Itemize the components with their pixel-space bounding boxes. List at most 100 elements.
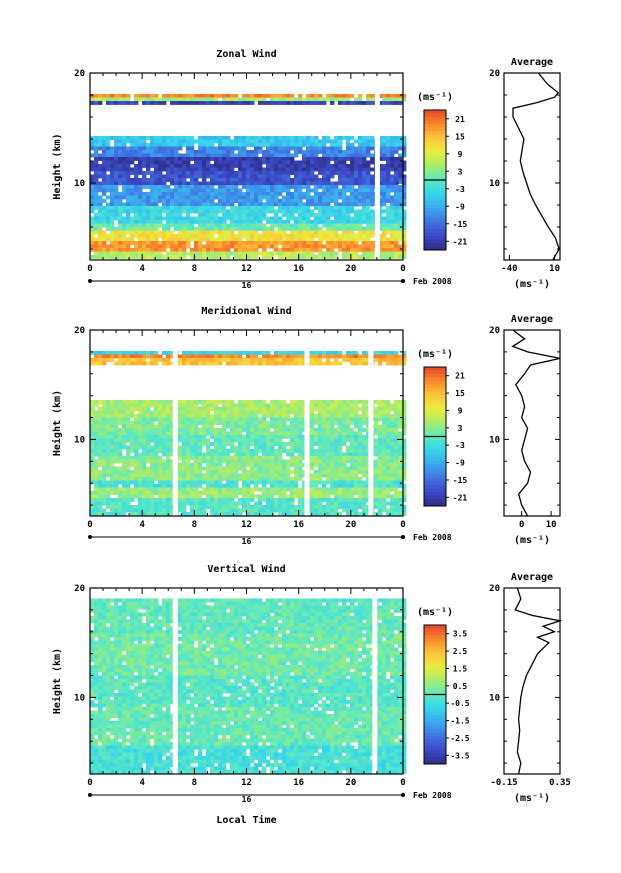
heatmap-cell (202, 466, 207, 471)
heatmap-cell (162, 97, 167, 102)
heatmap-cell (246, 178, 251, 182)
heatmap-cell (126, 407, 131, 411)
y-tick-label: 20 (74, 69, 85, 79)
heatmap-cell (346, 410, 351, 415)
heatmap-cell (214, 157, 219, 161)
heatmap-cell (182, 428, 187, 432)
heatmap-cell (286, 220, 291, 224)
heatmap-cell (150, 424, 155, 429)
heatmap-cell (314, 153, 319, 158)
heatmap-cell (366, 139, 371, 144)
heatmap-cell (118, 244, 123, 249)
heatmap-cell (358, 94, 363, 98)
heatmap-cell (118, 466, 123, 471)
heatmap-cell (234, 480, 239, 485)
heatmap-cell (242, 473, 247, 478)
heatmap-cell (402, 234, 407, 238)
heatmap-cell (266, 237, 271, 242)
heatmap-cell (366, 185, 371, 189)
heatmap-cell (106, 150, 111, 154)
heatmap-cell (294, 174, 299, 179)
heatmap-cell (194, 358, 199, 362)
heatmap-cell (386, 435, 391, 439)
heatmap-cell (378, 139, 383, 144)
heatmap-cell (230, 421, 235, 425)
heatmap-cell (378, 470, 383, 474)
heatmap-cell (386, 157, 391, 161)
heatmap-cell (94, 237, 99, 242)
heatmap-cell (326, 459, 331, 464)
heatmap-cell (310, 195, 315, 200)
heatmap-cell (146, 354, 151, 359)
heatmap-cell (146, 143, 151, 147)
heatmap-cell (126, 167, 131, 172)
heatmap-cell (378, 354, 383, 359)
heatmap-cell (246, 428, 251, 432)
heatmap-cell (394, 435, 399, 439)
heatmap-cell (274, 438, 279, 443)
heatmap-cell (198, 473, 203, 478)
heatmap-cell (178, 449, 183, 453)
heatmap-cell (286, 216, 291, 221)
colorbar-swatch (424, 211, 446, 216)
heatmap-cell (358, 150, 363, 154)
heatmap-cell (230, 403, 235, 408)
heatmap-cell (350, 223, 355, 228)
heatmap-cell (130, 202, 135, 207)
heatmap-cell (134, 136, 139, 140)
heatmap-cell (278, 255, 283, 259)
heatmap-cell (186, 230, 191, 235)
heatmap-cell (106, 417, 111, 422)
x-tick-label: 4 (139, 264, 145, 274)
heatmap-cell (182, 181, 187, 186)
heatmap-cell (266, 157, 271, 161)
heatmap-cell (154, 164, 159, 168)
heatmap-cell (170, 410, 175, 415)
heatmap-cell (390, 230, 395, 235)
heatmap-cell (202, 428, 207, 432)
heatmap-cell (102, 248, 107, 252)
heatmap-cell (194, 209, 199, 214)
heatmap-cell (326, 248, 331, 252)
heatmap-cell (290, 223, 295, 228)
heatmap-cell (138, 410, 143, 415)
heatmap-cell (394, 470, 399, 474)
heatmap-cell (342, 97, 347, 102)
heatmap-cell (282, 449, 287, 453)
heatmap-cell (314, 463, 319, 467)
heatmap-cell (326, 230, 331, 235)
heatmap-cell (230, 400, 235, 404)
heatmap-cell (234, 244, 239, 249)
heatmap-cell (186, 473, 191, 478)
colorbar-units: (ms⁻¹) (417, 92, 453, 103)
heatmap-cell (334, 230, 339, 235)
heatmap-cell (226, 414, 231, 418)
heatmap-cell (390, 220, 395, 224)
heatmap-cell (166, 139, 171, 144)
heatmap-cell (330, 431, 335, 436)
heatmap-cell (230, 206, 235, 210)
heatmap-cell (350, 188, 355, 193)
heatmap-cell (378, 167, 383, 172)
heatmap-cell (150, 410, 155, 415)
heatmap-cell (278, 452, 283, 457)
heatmap-cell (262, 445, 267, 450)
heatmap-cell (234, 473, 239, 478)
heatmap-cell (130, 456, 135, 460)
heatmap-cell (346, 456, 351, 460)
heatmap-cell (326, 428, 331, 432)
heatmap-cell (246, 195, 251, 200)
heatmap-cell (234, 431, 239, 436)
heatmap-cell (202, 244, 207, 249)
heatmap-cell (322, 410, 327, 415)
heatmap-cell (350, 248, 355, 252)
heatmap-cell (286, 167, 291, 172)
heatmap-cell (338, 428, 343, 432)
heatmap-cell (274, 351, 279, 355)
heatmap-cell (366, 251, 371, 256)
heatmap-cell (142, 178, 147, 182)
heatmap-cell (262, 417, 267, 422)
heatmap-cell (194, 171, 199, 175)
heatmap-cell (354, 167, 359, 172)
heatmap-cell (114, 445, 119, 450)
